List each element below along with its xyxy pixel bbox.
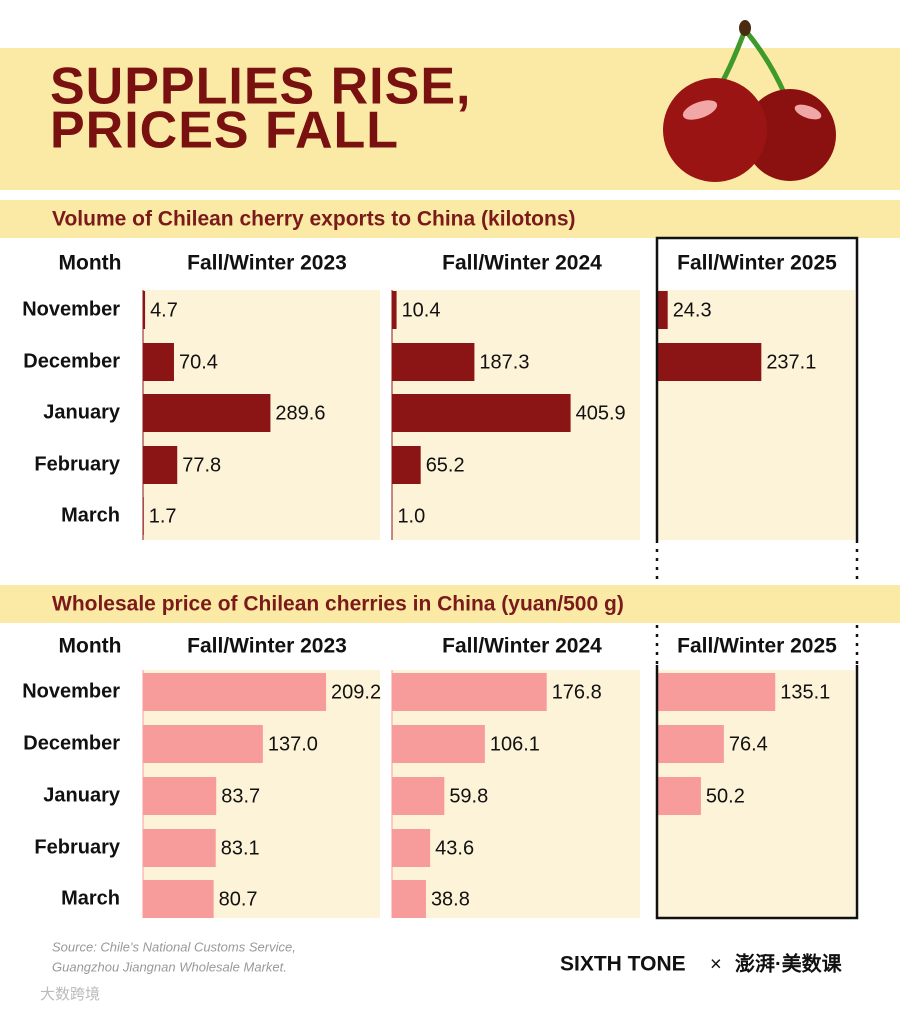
- title-line: PRICES FALL: [50, 102, 399, 160]
- section-band: [0, 200, 900, 238]
- value-label: 135.1: [780, 681, 830, 703]
- separator: ×: [710, 953, 722, 975]
- bar: [143, 343, 174, 381]
- title-line: SUPPLIES RISE,: [50, 58, 471, 116]
- bar: [143, 446, 178, 484]
- bar: [657, 343, 762, 381]
- value-label: 50.2: [706, 785, 745, 807]
- row-header: Month: [59, 252, 122, 275]
- section-band: [0, 585, 900, 623]
- bar: [143, 725, 263, 763]
- value-label: 38.8: [431, 888, 470, 910]
- series-name: Fall/Winter 2025: [677, 252, 837, 275]
- cherries: [663, 20, 836, 182]
- box-2025: [655, 236, 859, 920]
- bar: [392, 829, 431, 867]
- partner: 澎湃·美数课: [735, 951, 843, 975]
- category-label: November: [22, 298, 120, 320]
- chart-title: Wholesale price of Chilean cherries in C…: [52, 593, 624, 616]
- value-label: 1.7: [149, 505, 177, 527]
- bar: [392, 777, 445, 815]
- bar: [657, 291, 668, 329]
- category-label: February: [34, 453, 120, 475]
- bar: [392, 673, 547, 711]
- value-label: 83.1: [221, 837, 260, 859]
- value-label: 77.8: [182, 454, 221, 476]
- row-header: Month: [59, 635, 122, 658]
- bar: [392, 725, 485, 763]
- value-label: 65.2: [426, 454, 465, 476]
- category-label: December: [23, 732, 120, 754]
- value-label: 289.6: [275, 402, 325, 424]
- value-label: 106.1: [490, 733, 540, 755]
- value-label: 80.7: [219, 888, 258, 910]
- bar: [392, 880, 426, 918]
- bar: [143, 880, 214, 918]
- series-name: Fall/Winter 2023: [187, 635, 347, 658]
- category-label: December: [23, 350, 120, 372]
- series-name: Fall/Winter 2023: [187, 252, 347, 275]
- chart-title: Volume of Chilean cherry exports to Chin…: [52, 208, 576, 231]
- bar: [657, 673, 776, 711]
- series-name: Fall/Winter 2024: [442, 635, 602, 658]
- category-label: March: [61, 504, 120, 526]
- bar: [657, 777, 701, 815]
- bar: [143, 673, 327, 711]
- category-label: November: [22, 680, 120, 702]
- bar: [143, 291, 146, 329]
- value-label: 209.2: [331, 681, 381, 703]
- value-label: 70.4: [179, 351, 218, 373]
- value-label: 187.3: [479, 351, 529, 373]
- watermark: 大数跨境: [40, 985, 100, 1003]
- series-name: Fall/Winter 2025: [677, 635, 837, 658]
- bar: [143, 497, 144, 535]
- bar: [392, 291, 397, 329]
- bar: [392, 394, 571, 432]
- value-label: 405.9: [576, 402, 626, 424]
- value-label: 59.8: [449, 785, 488, 807]
- bar: [392, 446, 421, 484]
- category-label: January: [43, 784, 121, 806]
- category-label: February: [34, 836, 120, 858]
- category-label: January: [43, 401, 121, 423]
- value-label: 83.7: [221, 785, 260, 807]
- source: Source: Chile's National Customs Service…: [52, 939, 296, 954]
- bar: [143, 777, 217, 815]
- value-label: 137.0: [268, 733, 318, 755]
- bar: [657, 725, 724, 763]
- value-label: 43.6: [435, 837, 474, 859]
- value-label: 237.1: [766, 351, 816, 373]
- charts: Volume of Chilean cherry exports to Chin…: [0, 200, 900, 918]
- category-label: March: [61, 887, 120, 909]
- bar: [143, 829, 216, 867]
- value-label: 1.0: [397, 505, 425, 527]
- panel: [657, 290, 855, 540]
- value-label: 4.7: [150, 299, 178, 321]
- brand: SIXTH TONE: [560, 953, 686, 976]
- value-label: 10.4: [402, 299, 441, 321]
- bar: [392, 343, 475, 381]
- value-label: 76.4: [729, 733, 768, 755]
- source: Guangzhou Jiangnan Wholesale Market.: [52, 959, 287, 974]
- value-label: 24.3: [673, 299, 712, 321]
- bar: [143, 394, 271, 432]
- series-name: Fall/Winter 2024: [442, 252, 602, 275]
- value-label: 176.8: [552, 681, 602, 703]
